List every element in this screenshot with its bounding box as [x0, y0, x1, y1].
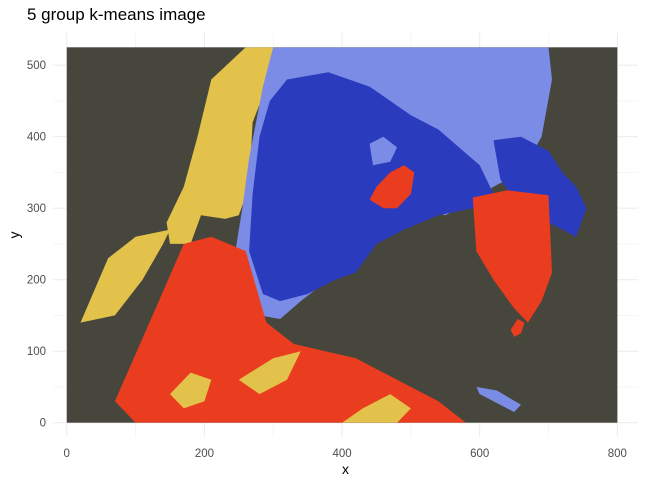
- cluster-4-region: [369, 165, 415, 209]
- x-tick-label: 200: [195, 448, 214, 460]
- y-tick-label: 500: [27, 60, 46, 72]
- cluster-4-region: [472, 190, 552, 323]
- cluster-1-region: [238, 351, 301, 395]
- y-axis-label: y: [6, 232, 22, 239]
- x-axis-label: x: [342, 461, 349, 477]
- cluster-1-region: [166, 47, 287, 244]
- tick-labels: 0 200 400 600 800 0 100 200 300 400 500: [27, 60, 627, 460]
- cluster-regions: [80, 47, 587, 423]
- y-tick-label: 100: [27, 346, 46, 358]
- cluster-1-region: [170, 372, 212, 409]
- y-tick-label: 0: [40, 418, 46, 430]
- x-tick-label: 400: [332, 448, 351, 460]
- y-tick-label: 400: [27, 132, 46, 144]
- cluster-2-region: [493, 136, 587, 237]
- cluster-4-region: [510, 319, 525, 337]
- cluster-2-region: [249, 72, 494, 302]
- y-tick-label: 200: [27, 275, 46, 287]
- cluster-1-region: [80, 229, 170, 323]
- clustered-image: [66, 47, 618, 423]
- x-tick-label: 0: [64, 448, 70, 460]
- cluster-3-region: [369, 136, 398, 166]
- cluster-1-region: [342, 394, 411, 423]
- cluster-4-region: [114, 236, 466, 423]
- x-tick-label: 600: [470, 448, 489, 460]
- x-tick-label: 800: [608, 448, 627, 460]
- y-tick-label: 300: [27, 203, 46, 215]
- chart-title: 5 group k-means image: [27, 5, 206, 24]
- cluster-3-region: [476, 386, 521, 412]
